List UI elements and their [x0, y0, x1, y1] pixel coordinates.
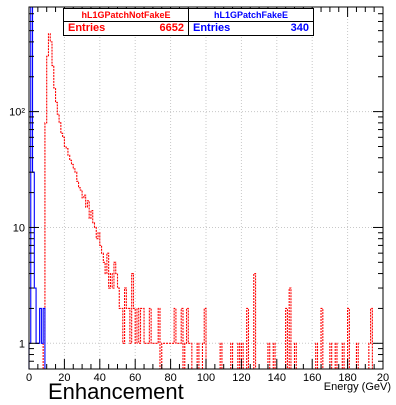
entries-value-fake: 340	[291, 22, 309, 35]
x-tick-label: 0	[26, 372, 32, 384]
plot-background	[0, 0, 396, 394]
stats-title-fake: hL1GPatchFakeE	[189, 9, 313, 22]
entries-label-fake: Entries	[193, 22, 230, 35]
stats-entries-row-fake: Entries 340	[189, 22, 313, 35]
caption-fragment: Enhancement	[48, 379, 184, 405]
x-tick-label: 120	[232, 372, 250, 384]
stats-box-not-fake: hL1GPatchNotFakeE Entries 6652	[63, 8, 189, 36]
x-tick-label: 100	[197, 372, 215, 384]
stats-box-fake: hL1GPatchFakeE Entries 340	[188, 8, 314, 36]
entries-label-not-fake: Entries	[68, 22, 105, 35]
x-tick-label: 140	[268, 372, 286, 384]
y-tick-label: 10²	[9, 107, 25, 119]
y-tick-label: 1	[19, 338, 25, 350]
stats-entries-row-not-fake: Entries 6652	[64, 22, 188, 35]
x-tick-label: 160	[303, 372, 321, 384]
x-axis-title: Energy (GeV)	[324, 381, 391, 393]
y-tick-label: 10	[13, 222, 25, 234]
stats-title-not-fake: hL1GPatchNotFakeE	[64, 9, 188, 22]
entries-value-not-fake: 6652	[160, 22, 184, 35]
